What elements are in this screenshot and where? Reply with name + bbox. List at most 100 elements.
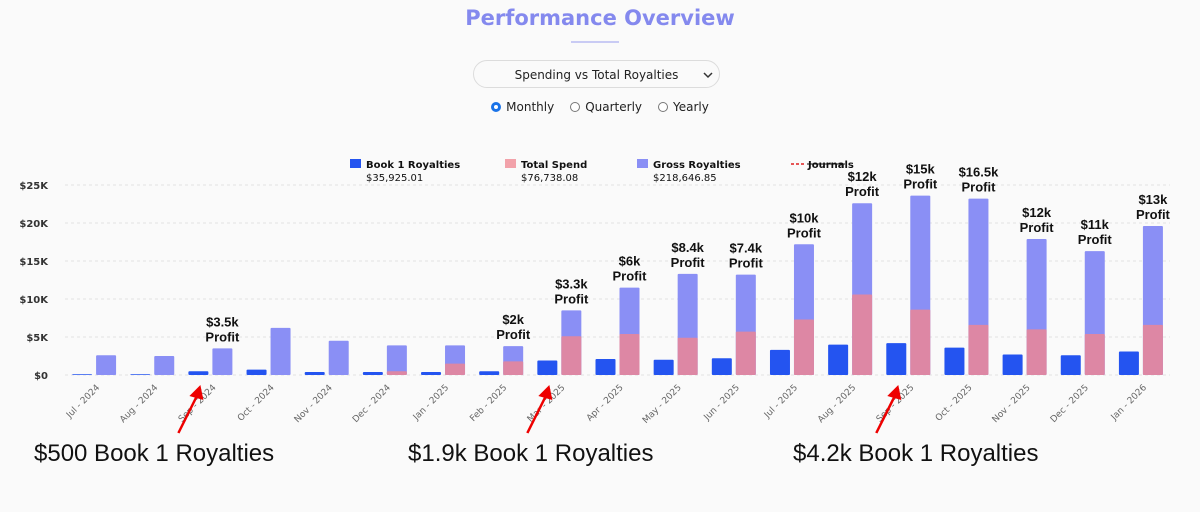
x-tick-label: Jul - 2024: [64, 383, 102, 421]
x-tick-label: Apr - 2025: [585, 383, 626, 424]
profit-label-word: Profit: [961, 180, 996, 195]
legend-label-journals: Journals: [807, 160, 854, 171]
radio-monthly-label: Monthly: [506, 100, 555, 114]
bar-book1-royalties: [304, 371, 325, 375]
x-tick-label: Aug - 2024: [118, 383, 160, 425]
x-tick-label: Dec - 2025: [1049, 383, 1091, 425]
x-tick-label: Dec - 2024: [351, 383, 393, 425]
x-tick-label: Jan - 2026: [1109, 383, 1149, 423]
radio-quarterly-dot[interactable]: [570, 102, 581, 112]
profit-label-word: Profit: [1078, 232, 1113, 247]
bar-total-spend: [1026, 329, 1047, 375]
bar-book1-royalties: [769, 349, 790, 375]
bar-book1-royalties: [479, 371, 500, 375]
bar-gross-royalties: [212, 348, 233, 375]
legend-value: $35,925.01: [366, 173, 423, 184]
x-tick-label: May - 2025: [641, 383, 684, 426]
profit-label-word: Profit: [671, 255, 706, 270]
bar-book1-royalties: [1002, 354, 1023, 375]
bar-book1-royalties: [537, 360, 558, 375]
profit-label-amount: $6k: [619, 254, 641, 269]
x-tick-label: Nov - 2024: [293, 383, 335, 425]
chart-legend: Book 1 Royalties $35,925.01 Total Spend $76…: [350, 159, 854, 184]
radio-yearly-dot[interactable]: [658, 102, 668, 112]
profit-label-word: Profit: [613, 269, 648, 284]
legend-swatch: [350, 159, 361, 168]
bar-book1-royalties: [711, 358, 732, 375]
x-tick-label: Jan - 2025: [411, 383, 451, 423]
bar-gross-royalties: [328, 340, 349, 375]
bar-book1-royalties: [130, 374, 151, 375]
profit-label-amount: $15k: [906, 162, 936, 177]
bar-book1-royalties: [886, 343, 907, 375]
bar-total-spend: [1142, 324, 1163, 375]
profit-label-amount: $13k: [1138, 192, 1168, 207]
bar-total-spend: [677, 337, 698, 375]
profit-label-amount: $12k: [848, 169, 878, 184]
x-tick-label: Nov - 2025: [991, 383, 1033, 425]
callout-book1-royalties: $1.9k Book 1 Royalties: [408, 440, 654, 467]
profit-label-amount: $2k: [502, 312, 524, 327]
profit-label-amount: $10k: [790, 210, 820, 225]
radio-yearly-label: Yearly: [673, 100, 709, 114]
bar-book1-royalties: [828, 344, 849, 375]
bar-book1-royalties: [362, 371, 383, 375]
x-tick-label: Aug - 2025: [816, 383, 858, 425]
legend-value: $76,738.08: [521, 173, 578, 184]
arrow-head: [538, 385, 553, 400]
profit-label-amount: $11k: [1081, 217, 1110, 232]
bar-book1-royalties: [72, 374, 93, 375]
x-axis: Jul - 2024 Aug - 2024 Sep - 2024 Oct - 2024…: [64, 383, 1149, 426]
radio-monthly-dot[interactable]: [491, 102, 502, 112]
bar-gross-royalties: [386, 345, 407, 375]
page-title: Performance Overview: [465, 6, 735, 30]
legend-value: $218,646.85: [653, 173, 717, 184]
profit-label-word: Profit: [845, 184, 880, 199]
bar-book1-royalties: [246, 369, 267, 375]
profit-label-amount: $8.4k: [671, 240, 704, 255]
callout-book1-royalties: $4.2k Book 1 Royalties: [793, 440, 1039, 467]
radio-monthly[interactable]: Monthly: [491, 100, 554, 114]
arrow-head: [189, 385, 204, 400]
bar-book1-royalties: [653, 359, 674, 375]
bar-total-spend: [1084, 333, 1105, 375]
x-tick-label: Jun - 2025: [702, 383, 742, 423]
bar-total-spend: [735, 331, 756, 375]
profit-label-word: Profit: [205, 329, 240, 344]
bar-total-spend: [852, 294, 873, 375]
bar-total-spend: [910, 309, 931, 375]
bar-total-spend: [968, 324, 989, 375]
legend-label: Gross Royalties: [653, 160, 741, 171]
bar-book1-royalties: [1060, 355, 1081, 375]
bar-book1-royalties: [944, 347, 965, 375]
bar-book1-royalties: [595, 359, 616, 375]
radio-quarterly[interactable]: Quarterly: [570, 100, 642, 114]
legend-swatch: [505, 159, 516, 168]
legend-swatch: [637, 159, 648, 168]
radio-quarterly-label: Quarterly: [585, 100, 642, 114]
y-tick-label: $15K: [19, 257, 49, 268]
profit-label-word: Profit: [787, 225, 822, 240]
bar-total-spend: [503, 361, 524, 375]
legend-label: Total Spend: [521, 160, 587, 171]
profit-label-word: Profit: [1136, 207, 1171, 222]
legend-label: Book 1 Royalties: [366, 160, 460, 171]
bar-total-spend: [386, 371, 407, 375]
bar-gross-royalties: [270, 327, 291, 375]
x-tick-label: Oct - 2025: [934, 383, 975, 424]
bar-total-spend: [619, 333, 640, 375]
radio-yearly[interactable]: Yearly: [658, 100, 709, 114]
profit-label-word: Profit: [1020, 220, 1055, 235]
bar-book1-royalties: [188, 371, 209, 375]
profit-label-amount: $3.5k: [206, 314, 239, 329]
arrow-head: [887, 385, 902, 400]
profit-label-word: Profit: [554, 291, 589, 306]
profit-label-amount: $12k: [1022, 205, 1052, 220]
chart-type-select[interactable]: Spending vs Total Royalties: [473, 60, 720, 88]
bar-total-spend: [445, 363, 466, 375]
profit-label-amount: $3.3k: [555, 276, 588, 291]
y-tick-label: $0: [34, 371, 48, 382]
profit-label-amount: $16.5k: [959, 165, 1000, 180]
profit-labels: $3.5kProfit$2kProfit$3.3kProfit$6kProfit…: [205, 162, 1170, 345]
